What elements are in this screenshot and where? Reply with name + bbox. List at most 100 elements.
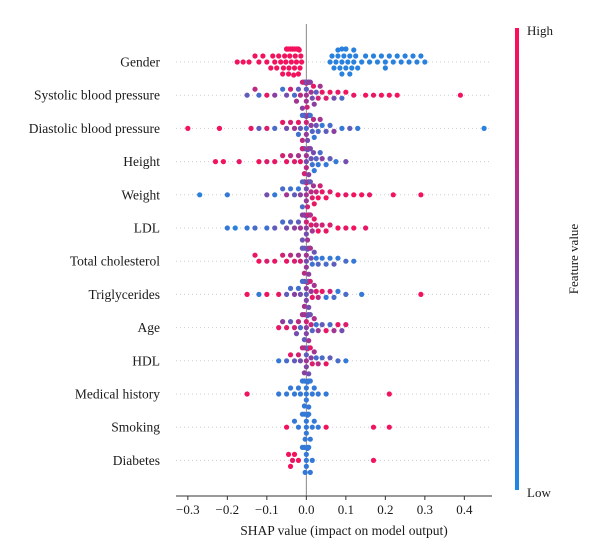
shap-point — [335, 358, 341, 364]
shap-point — [224, 192, 230, 198]
shap-point — [299, 146, 305, 152]
shap-point — [313, 156, 319, 162]
shap-point — [335, 192, 341, 198]
shap-point — [351, 47, 357, 53]
shap-point — [301, 403, 307, 409]
shap-point — [220, 159, 226, 165]
shap-point — [327, 156, 333, 162]
shap-point — [319, 156, 325, 162]
shap-point — [276, 291, 282, 297]
shap-point — [303, 92, 309, 98]
shap-point — [291, 92, 298, 98]
shap-point — [216, 125, 223, 131]
shap-point — [240, 59, 246, 65]
shap-point — [291, 451, 298, 457]
feature-label: Height — [123, 154, 160, 169]
shap-point — [303, 291, 309, 297]
shap-point — [363, 53, 369, 59]
shap-point — [315, 128, 321, 134]
shap-point — [327, 122, 333, 128]
shap-point — [224, 225, 230, 231]
shap-point — [293, 331, 300, 337]
shap-point — [309, 391, 315, 397]
shap-point — [331, 95, 337, 101]
shap-point — [418, 53, 424, 59]
shap-point — [252, 225, 258, 231]
shap-point — [402, 53, 408, 59]
shap-point — [297, 192, 304, 198]
shap-point — [323, 95, 329, 101]
shap-point — [323, 328, 329, 334]
shap-point — [315, 424, 321, 430]
shap-point — [303, 125, 309, 131]
shap-point — [311, 349, 317, 355]
shap-point — [351, 92, 357, 98]
shap-point — [299, 444, 305, 450]
shap-point — [386, 424, 392, 430]
shap-point — [252, 86, 258, 92]
shap-point — [303, 397, 309, 403]
shap-point — [315, 195, 321, 201]
shap-point — [287, 252, 294, 258]
shap-point — [313, 255, 319, 261]
shap-point — [297, 291, 304, 297]
shap-point — [327, 255, 333, 261]
shap-point — [386, 92, 392, 98]
shap-point — [323, 162, 329, 168]
shap-point — [291, 325, 298, 331]
shap-point — [291, 159, 298, 165]
x-tick-label: 0.4 — [456, 502, 473, 517]
shap-point — [309, 95, 315, 101]
shap-point — [295, 153, 302, 159]
shap-point — [298, 53, 304, 59]
shap-point — [335, 322, 341, 328]
shap-point — [303, 231, 309, 237]
shap-point — [311, 385, 317, 391]
shap-point — [256, 92, 262, 98]
shap-point — [303, 98, 309, 104]
shap-point — [306, 404, 312, 410]
shap-point — [410, 53, 416, 59]
shap-point — [246, 59, 252, 65]
shap-point — [315, 391, 321, 397]
shap-point — [351, 192, 357, 198]
x-tick-label: 0.1 — [338, 502, 354, 517]
shap-point — [291, 358, 298, 364]
shap-point — [304, 237, 311, 243]
shap-point — [280, 153, 286, 159]
x-tick-label: −0.2 — [216, 502, 240, 517]
shap-point — [343, 291, 349, 297]
shap-point — [311, 316, 317, 322]
shap-point — [309, 261, 315, 267]
shap-point — [329, 53, 335, 59]
shap-point — [306, 271, 312, 277]
feature-label: Diastolic blood pressure — [29, 121, 160, 136]
shap-point — [301, 370, 307, 376]
shap-point — [306, 304, 312, 310]
shap-point — [481, 125, 487, 131]
shap-point — [313, 122, 319, 128]
shap-point — [244, 391, 250, 397]
shap-point — [295, 252, 302, 258]
shap-point — [390, 192, 396, 198]
shap-point — [345, 59, 351, 65]
shap-point — [297, 325, 304, 331]
x-tick-label: −0.3 — [176, 502, 200, 517]
feature-labels: Gender Systolic blood pressure Diastolic b… — [29, 55, 161, 468]
shap-point — [272, 125, 278, 131]
shap-point — [295, 285, 302, 291]
shap-point — [252, 53, 258, 59]
shap-point — [303, 430, 309, 436]
shap-point — [299, 137, 305, 143]
shap-point — [302, 436, 308, 442]
shap-point — [308, 322, 314, 328]
shap-point — [284, 325, 290, 331]
shap-point — [313, 222, 319, 228]
shap-point — [278, 59, 284, 65]
shap-point — [299, 312, 305, 318]
shap-point — [323, 228, 329, 234]
shap-point — [308, 255, 314, 261]
shap-point — [306, 411, 312, 417]
shap-point — [335, 225, 341, 231]
shap-point — [299, 212, 305, 218]
